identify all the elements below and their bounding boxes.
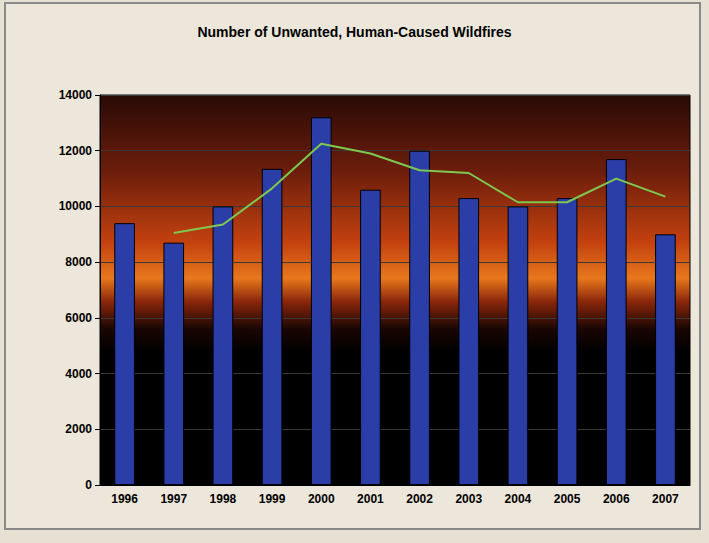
svg-text:2005: 2005 — [554, 492, 581, 506]
svg-text:0: 0 — [85, 478, 92, 492]
svg-text:2000: 2000 — [308, 492, 335, 506]
svg-text:Number of Unwanted, Human-Caus: Number of Unwanted, Human-Caused Wildfir… — [197, 24, 511, 40]
svg-text:10000: 10000 — [59, 199, 93, 213]
svg-text:1996: 1996 — [111, 492, 138, 506]
svg-text:1997: 1997 — [160, 492, 187, 506]
svg-text:2000: 2000 — [65, 422, 92, 436]
svg-text:2002: 2002 — [406, 492, 433, 506]
svg-text:1999: 1999 — [259, 492, 286, 506]
svg-text:2001: 2001 — [357, 492, 384, 506]
svg-text:2006: 2006 — [603, 492, 630, 506]
svg-text:4000: 4000 — [65, 367, 92, 381]
svg-text:14000: 14000 — [59, 88, 93, 102]
svg-text:6000: 6000 — [65, 311, 92, 325]
svg-text:2007: 2007 — [652, 492, 679, 506]
svg-text:1998: 1998 — [210, 492, 237, 506]
svg-text:2004: 2004 — [505, 492, 532, 506]
svg-text:12000: 12000 — [59, 144, 93, 158]
svg-text:2003: 2003 — [455, 492, 482, 506]
svg-text:8000: 8000 — [65, 255, 92, 269]
